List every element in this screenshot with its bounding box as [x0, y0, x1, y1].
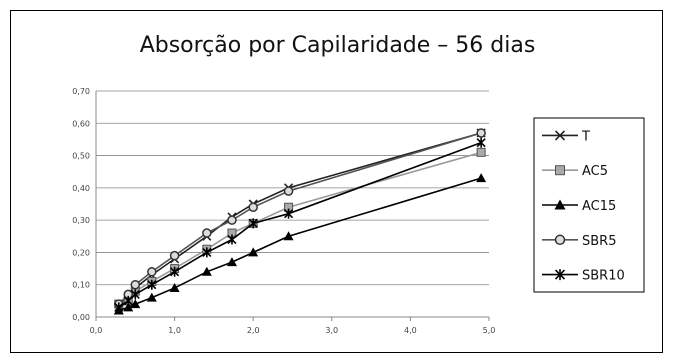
- legend-label-ac5: AC5: [582, 164, 608, 179]
- data-point-sbr5: [283, 186, 294, 196]
- data-point-ac15: [226, 257, 237, 267]
- y-tick-label: 0,10: [72, 281, 90, 290]
- data-point-sbr5: [169, 250, 180, 261]
- data-point-ac15: [248, 247, 259, 257]
- y-tick-label: 0,30: [72, 216, 90, 225]
- data-point-sbr5: [476, 128, 486, 138]
- x-tick-label: 2,0: [247, 326, 260, 335]
- x-tick-label: 4,0: [404, 326, 417, 335]
- data-point-sbr5: [248, 202, 258, 212]
- y-tick-label: 0,40: [72, 184, 90, 193]
- data-point-ac15: [283, 231, 294, 241]
- legend-label-sbr10: SBR10: [582, 269, 625, 284]
- data-point-sbr10: [114, 302, 124, 313]
- data-point-sbr10: [170, 266, 180, 277]
- data-point-sbr10: [284, 208, 294, 219]
- data-point-ac15: [123, 302, 134, 312]
- data-point-sbr10: [476, 137, 486, 148]
- data-point-sbr10: [227, 234, 237, 245]
- data-point-sbr10: [147, 279, 157, 290]
- data-point-sbr5: [202, 228, 212, 238]
- legend-label-t: T: [581, 129, 590, 144]
- series-line-ac5: [118, 151, 482, 305]
- legend-marker-sbr10: [554, 269, 566, 281]
- data-point-sbr10: [123, 295, 133, 306]
- data-point-sbr10: [130, 289, 140, 300]
- y-tick-label: 0,20: [72, 248, 90, 257]
- y-tick-label: 0,70: [72, 87, 90, 96]
- series-line-t: [118, 132, 482, 305]
- series-line-sbr5: [118, 132, 482, 305]
- x-tick-label: 0,0: [90, 326, 103, 335]
- data-point-ac5: [476, 147, 486, 157]
- y-tick-label: 0,00: [72, 313, 90, 322]
- x-tick-label: 5,0: [483, 326, 496, 335]
- data-point-sbr5: [227, 215, 237, 225]
- y-tick-label: 0,50: [72, 152, 90, 161]
- data-point-ac15: [476, 173, 487, 183]
- line-chart: 0,00 0,10 0,20 0,30 0,40 0,50 0,60 0,70 0,0 1,0 2,…: [72, 87, 645, 335]
- legend-marker-ac15: [554, 199, 566, 210]
- y-tick-label: 0,60: [72, 119, 90, 128]
- data-point-sbr10: [202, 247, 212, 258]
- legend-label-sbr5: SBR5: [582, 234, 616, 249]
- data-point-ac15: [146, 292, 157, 302]
- chart-frame: Absorção por Capilaridade – 56 dias 0,00…: [10, 10, 663, 353]
- data-point-sbr5: [130, 279, 141, 290]
- legend-marker-sbr5: [554, 234, 566, 246]
- data-point-ac15: [201, 266, 212, 276]
- data-point-sbr10: [248, 218, 258, 229]
- legend-marker-t: [554, 130, 566, 141]
- legend-marker-ac5: [555, 165, 565, 176]
- chart-title: Absorção por Capilaridade – 56 dias: [139, 33, 536, 58]
- data-point-ac15: [130, 299, 141, 309]
- legend-label-ac15: AC15: [582, 199, 616, 214]
- x-tick-label: 1,0: [168, 326, 181, 335]
- data-point-sbr5: [147, 267, 157, 277]
- data-point-ac15: [169, 282, 180, 292]
- x-tick-label: 3,0: [325, 326, 338, 335]
